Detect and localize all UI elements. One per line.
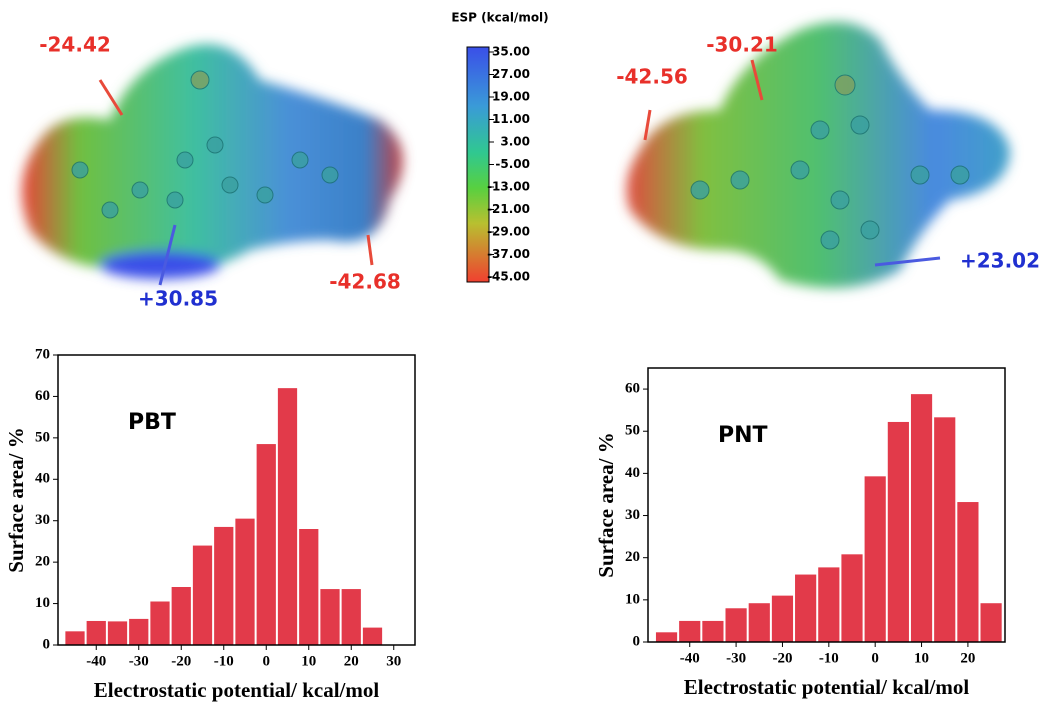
esp-value-label: -24.42 [39, 33, 111, 57]
bar [87, 621, 106, 645]
x-axis-label: Electrostatic potential/ kcal/mol [94, 678, 380, 702]
x-tick-label: -20 [772, 650, 792, 666]
bar [865, 476, 886, 642]
esp-value-label: +30.85 [138, 287, 218, 311]
colorbar-tick-label: -37.00 [487, 247, 530, 261]
esp-surface-pnt [627, 22, 1010, 288]
bar [299, 529, 318, 645]
esp-value-label: +23.02 [960, 249, 1040, 273]
chart-annotation: PNT [718, 423, 768, 448]
x-tick-label: -10 [819, 650, 839, 666]
x-tick-label: 10 [301, 653, 316, 669]
x-tick-label: 0 [871, 650, 879, 666]
bar [235, 519, 254, 645]
bar [65, 631, 84, 645]
colorbar-tick-label: -29.00 [487, 225, 530, 239]
bar [749, 603, 770, 642]
y-tick-label: 20 [625, 549, 640, 565]
bar [702, 621, 723, 642]
bar [320, 589, 339, 645]
bar [888, 422, 909, 642]
colorbar-tick-label: -21.00 [487, 202, 530, 216]
y-tick-label: 20 [35, 554, 50, 570]
y-tick-label: 50 [35, 429, 50, 445]
bar [911, 394, 932, 642]
y-tick-label: 30 [625, 507, 640, 523]
x-tick-label: 0 [263, 653, 271, 669]
y-tick-label: 70 [35, 346, 50, 362]
colorbar-tick-label: -5.00 [495, 157, 530, 171]
y-tick-label: 10 [35, 595, 50, 611]
colorbar-title: ESP (kcal/mol) [451, 11, 548, 25]
bar [278, 388, 297, 645]
bar [108, 621, 127, 645]
y-tick-label: 30 [35, 512, 50, 528]
bar [981, 603, 1002, 642]
bar [129, 619, 148, 645]
x-axis-label: Electrostatic potential/ kcal/mol [684, 675, 970, 699]
bar [795, 575, 816, 642]
bar [726, 608, 747, 642]
x-tick-label: -40 [86, 653, 106, 669]
colorbar-tick-label: 19.00 [492, 90, 530, 104]
histogram-chart: -40 -30 -20 -10 0 10 20 0 10 20 30 40 50 60 Electrosta… [594, 368, 1005, 699]
arrow [100, 80, 122, 115]
esp-value-label: -30.21 [706, 33, 778, 57]
bar [772, 596, 793, 642]
y-tick-label: 10 [625, 591, 640, 607]
bar [934, 417, 955, 642]
bar [363, 628, 382, 645]
bar [257, 444, 276, 645]
chart-annotation: PBT [128, 410, 176, 435]
esp-value-label: -42.68 [329, 270, 401, 294]
x-tick-label: -20 [171, 653, 191, 669]
colorbar-tick-label: -45.00 [487, 270, 530, 284]
arrow [368, 235, 372, 265]
y-tick-label: 50 [625, 423, 640, 439]
histogram-chart: -40 -30 -20 -10 0 10 20 30 0 10 20 30 40 50 60 70 Electr… [4, 346, 415, 701]
colorbar-tick-label: 35.00 [492, 45, 530, 59]
bar [679, 621, 700, 642]
x-tick-label: -10 [214, 653, 234, 669]
y-tick-label: 40 [35, 471, 50, 487]
y-tick-label: 0 [43, 636, 51, 652]
colorbar-tick-label: -13.00 [487, 180, 530, 194]
bar [656, 632, 677, 642]
bar [818, 567, 839, 642]
x-tick-label: -40 [680, 650, 700, 666]
colorbar-tick-label: 27.00 [492, 67, 530, 81]
bar [150, 602, 169, 646]
x-tick-label: 20 [344, 653, 359, 669]
y-tick-label: 0 [633, 633, 641, 649]
colorbar-tick-label: 11.00 [492, 112, 530, 126]
y-axis-label: Surface area/ % [594, 432, 618, 577]
arrow [645, 110, 650, 140]
bar [193, 546, 212, 645]
bar [214, 527, 233, 645]
x-tick-label: 30 [386, 653, 401, 669]
x-tick-label: -30 [726, 650, 746, 666]
y-tick-label: 60 [35, 388, 50, 404]
bar [172, 587, 191, 645]
colorbar-tick-label: 3.00 [500, 135, 530, 149]
bar [841, 554, 862, 642]
x-tick-label: 20 [960, 650, 975, 666]
esp-value-label: -42.56 [616, 65, 688, 89]
page: {"chart_data": [ {"type": "histogram", "… [0, 0, 1048, 704]
bar [957, 502, 978, 642]
colorbar-scale [467, 47, 489, 282]
y-tick-label: 40 [625, 465, 640, 481]
bar [342, 589, 361, 645]
figure: ESP (kcal/mol) 35.00 27.00 19.00 11.00 3.00 -… [0, 0, 1048, 704]
x-tick-label: 10 [914, 650, 929, 666]
x-tick-label: -30 [129, 653, 149, 669]
y-tick-label: 60 [625, 381, 640, 397]
y-axis-label: Surface area/ % [4, 427, 28, 572]
